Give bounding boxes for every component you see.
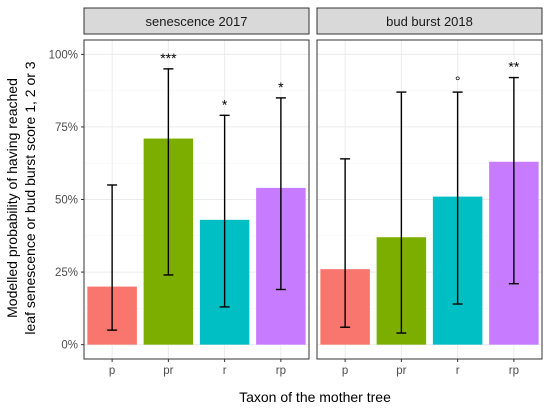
significance-label: ** — [508, 59, 519, 75]
y-axis-title-line-2: leaf senescence or bud burst score 1, 2 … — [22, 61, 38, 334]
y-tick-label: 75% — [55, 122, 78, 134]
x-tick-label: r — [456, 365, 460, 377]
x-tick-label: pr — [396, 365, 406, 377]
error-bar-p — [340, 158, 351, 328]
error-bar-rp — [275, 97, 286, 291]
error-bar-p — [107, 184, 118, 331]
x-tick-label: rp — [509, 365, 519, 377]
significance-label: * — [222, 96, 228, 112]
x-tick-label: rp — [276, 365, 286, 377]
error-bar-pr — [163, 68, 174, 276]
panel-title: senescence 2017 — [146, 14, 248, 29]
significance-label: * — [278, 79, 284, 95]
error-bar-r — [219, 114, 230, 308]
panel-strip — [83, 7, 310, 35]
y-axis-title: Modelled probability of having reached l… — [4, 61, 38, 334]
y-axis-title-line-1: Modelled probability of having reached — [4, 78, 20, 318]
x-tick-label: p — [342, 365, 348, 377]
error-bar-rp — [508, 76, 519, 285]
panel-strip — [316, 7, 543, 35]
error-bar-pr — [396, 91, 407, 334]
y-tick-label: 50% — [55, 195, 78, 207]
panel-1: senescence 2017*****p pr r rp — [83, 7, 310, 377]
significance-label: *** — [160, 50, 177, 66]
panel-2: bud burst 2018 ° ** p pr r rp — [316, 7, 543, 377]
significance-label: ° — [455, 73, 461, 89]
x-axis-title: Taxon of the mother tree — [239, 389, 391, 405]
error-bar-r — [452, 91, 463, 305]
y-axis-ticks: 0% 25% 50% 75% 100% — [49, 49, 84, 352]
y-tick-label: 100% — [49, 49, 78, 61]
panel-title: bud burst 2018 — [386, 14, 473, 29]
x-tick-label: pr — [163, 365, 173, 377]
y-tick-label: 25% — [55, 267, 78, 279]
panel-border — [316, 39, 543, 360]
x-tick-label: r — [223, 365, 227, 377]
x-tick-label: p — [109, 365, 115, 377]
y-tick-label: 0% — [61, 340, 78, 352]
panel-border — [83, 39, 310, 360]
